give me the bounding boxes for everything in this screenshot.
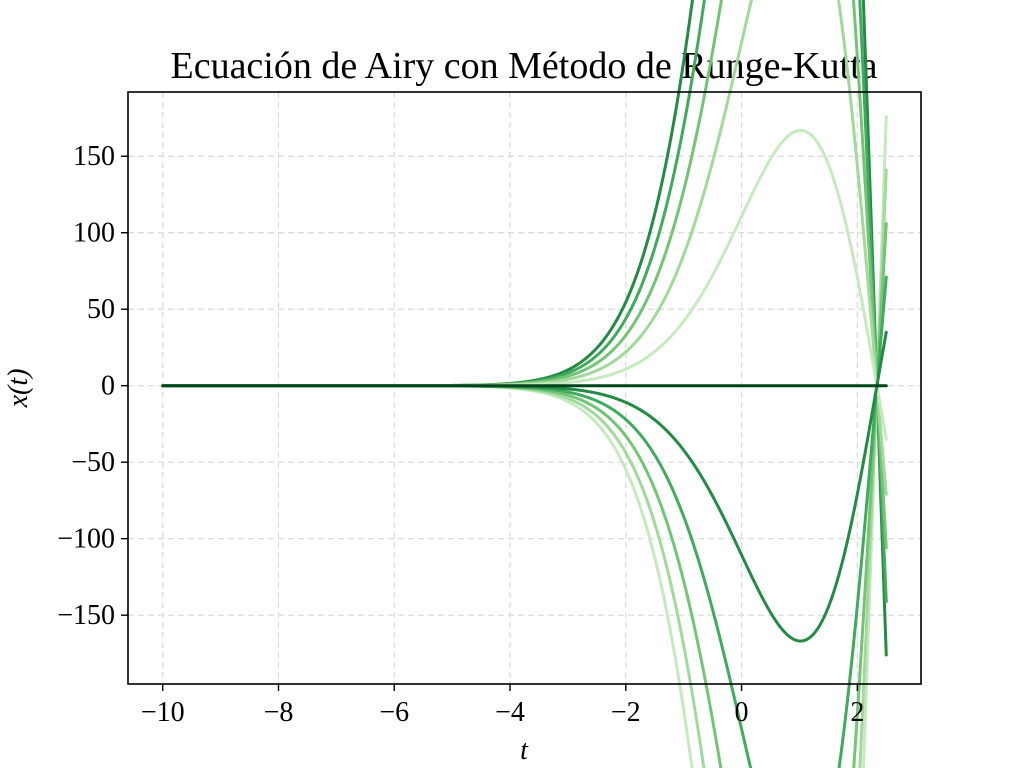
series-line (161, 0, 888, 657)
chart-title: Ecuación de Airy con Método de Runge-Kut… (170, 45, 877, 87)
x-tick-label: 0 (735, 697, 749, 728)
y-tick-label: 150 (73, 141, 115, 172)
data-series (161, 0, 888, 768)
plot-frame (127, 91, 922, 685)
series-line (161, 168, 888, 768)
y-axis-label-group: x(t) (3, 369, 34, 409)
series-line (161, 330, 888, 643)
y-tick-label: 0 (101, 371, 115, 402)
x-tick-label: −6 (379, 697, 409, 728)
x-tick-label: −4 (495, 697, 525, 728)
series-line (161, 0, 888, 603)
y-tick-label: 100 (73, 218, 115, 249)
x-tick-label: −10 (141, 697, 185, 728)
series-line (161, 128, 888, 441)
y-tick-label: −50 (71, 447, 115, 478)
x-axis-label: t (520, 735, 529, 766)
series-line (161, 222, 888, 768)
series-line (161, 114, 888, 768)
series-line (161, 275, 888, 768)
y-tick-label: −150 (57, 600, 115, 631)
axis-ticks: −10 −8 −6 −4 −2 0 2 150 100 50 0 −50 −100 −150 (57, 141, 864, 728)
x-tick-label: −8 (264, 697, 294, 728)
y-tick-label: −100 (57, 524, 115, 555)
y-tick-label: 50 (87, 294, 115, 325)
x-axis-label-group: t (520, 735, 529, 766)
x-tick-label: 2 (850, 697, 864, 728)
x-tick-label: −2 (611, 697, 641, 728)
y-axis-label: x(t) (3, 369, 34, 409)
